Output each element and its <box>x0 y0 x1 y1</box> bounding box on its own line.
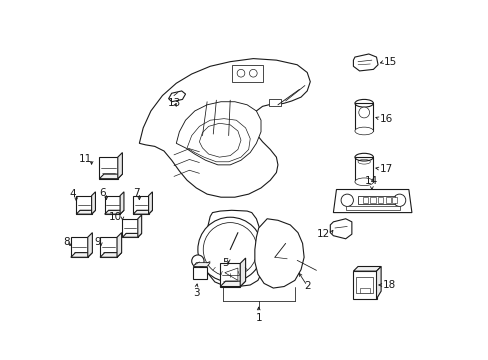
Polygon shape <box>193 263 210 266</box>
Bar <box>354 103 373 131</box>
Polygon shape <box>71 237 87 257</box>
Polygon shape <box>329 219 351 239</box>
Bar <box>356 277 373 293</box>
Polygon shape <box>333 189 411 213</box>
Polygon shape <box>254 219 304 288</box>
Circle shape <box>341 194 353 206</box>
Polygon shape <box>120 192 123 214</box>
Polygon shape <box>71 253 92 257</box>
Polygon shape <box>176 102 261 165</box>
Polygon shape <box>353 54 377 71</box>
Polygon shape <box>133 210 152 214</box>
Bar <box>354 157 373 182</box>
Text: 4: 4 <box>69 189 76 199</box>
Polygon shape <box>139 59 310 197</box>
Polygon shape <box>87 233 92 257</box>
Polygon shape <box>148 192 152 214</box>
Bar <box>268 99 281 106</box>
Polygon shape <box>376 266 380 299</box>
Text: 16: 16 <box>379 114 392 123</box>
Polygon shape <box>118 153 122 179</box>
Bar <box>353 271 376 299</box>
Bar <box>345 206 399 210</box>
Polygon shape <box>187 119 250 162</box>
Bar <box>362 197 367 203</box>
Polygon shape <box>224 268 238 280</box>
Circle shape <box>393 194 405 206</box>
Polygon shape <box>76 210 95 214</box>
Circle shape <box>203 222 257 276</box>
Text: 10: 10 <box>109 212 122 222</box>
Polygon shape <box>91 192 95 214</box>
Bar <box>193 266 207 279</box>
Text: 14: 14 <box>365 176 378 186</box>
Polygon shape <box>104 195 120 214</box>
Text: 6: 6 <box>100 188 106 198</box>
Bar <box>385 197 390 203</box>
Ellipse shape <box>354 127 373 135</box>
Text: 2: 2 <box>303 281 310 291</box>
Polygon shape <box>122 233 142 237</box>
Polygon shape <box>199 123 241 157</box>
Polygon shape <box>76 195 91 214</box>
Text: 13: 13 <box>167 98 180 108</box>
Text: 5: 5 <box>222 258 228 267</box>
Text: 17: 17 <box>379 164 392 174</box>
Text: 7: 7 <box>132 188 139 198</box>
Polygon shape <box>220 264 240 287</box>
Circle shape <box>198 217 262 282</box>
Polygon shape <box>100 237 117 257</box>
Text: 15: 15 <box>384 57 397 67</box>
Circle shape <box>191 255 203 267</box>
Polygon shape <box>138 215 142 237</box>
Text: 9: 9 <box>94 237 101 247</box>
Polygon shape <box>122 219 138 237</box>
Polygon shape <box>99 174 122 179</box>
Polygon shape <box>205 210 264 287</box>
Polygon shape <box>240 258 245 287</box>
Text: 18: 18 <box>382 280 395 290</box>
Text: 1: 1 <box>255 313 262 323</box>
Bar <box>231 65 262 82</box>
Circle shape <box>358 107 369 118</box>
Polygon shape <box>168 91 185 102</box>
Text: 3: 3 <box>193 288 199 298</box>
Ellipse shape <box>354 178 373 186</box>
Polygon shape <box>104 210 123 214</box>
Bar <box>357 197 394 204</box>
Polygon shape <box>100 253 122 257</box>
Text: 12: 12 <box>316 229 329 239</box>
Bar <box>377 197 383 203</box>
Polygon shape <box>117 233 122 257</box>
Polygon shape <box>99 157 118 179</box>
Polygon shape <box>353 266 380 271</box>
Bar <box>359 288 369 293</box>
Bar <box>391 197 396 203</box>
Text: 11: 11 <box>78 154 91 164</box>
Text: 8: 8 <box>63 237 70 247</box>
Bar <box>369 197 375 203</box>
Polygon shape <box>220 281 245 287</box>
Polygon shape <box>133 195 148 214</box>
